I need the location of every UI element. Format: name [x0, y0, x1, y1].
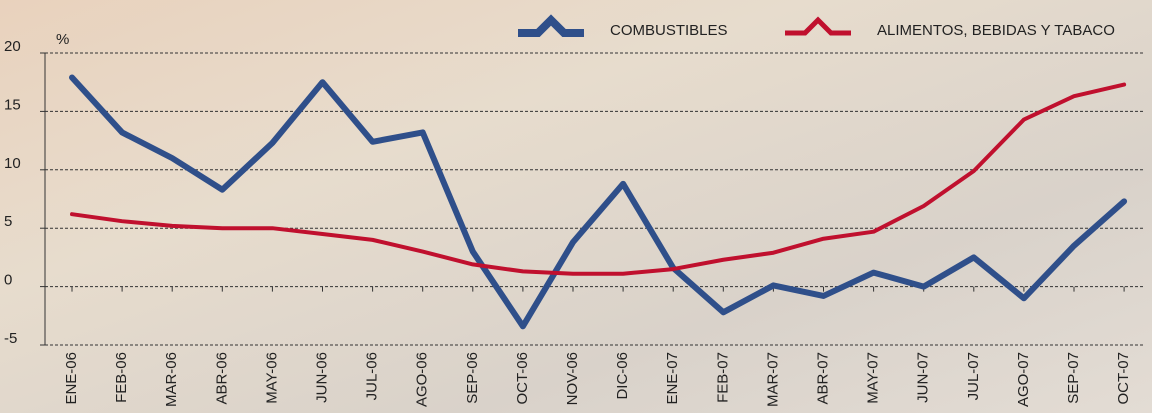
- x-tick-label: ABR-06: [213, 352, 230, 405]
- x-tick-label: JUL-07: [965, 352, 982, 400]
- y-tick-label: 5: [4, 213, 12, 230]
- x-tick-label: DIC-06: [614, 352, 631, 400]
- x-tick-label: ABR-07: [814, 352, 831, 405]
- x-tick-label: SEP-06: [464, 352, 481, 404]
- x-tick-label: JUN-07: [915, 352, 932, 403]
- x-tick-label: NOV-06: [564, 352, 581, 405]
- x-tick-label: OCT-06: [514, 352, 531, 405]
- y-tick-label: 10: [4, 155, 21, 172]
- line-series: [70, 82, 1127, 276]
- x-tick-label: OCT-07: [1115, 352, 1132, 405]
- legend: COMBUSTIBLES ALIMENTOS, BEBIDAS Y TABACO: [518, 14, 1115, 39]
- y-tick-label: 20: [4, 38, 21, 55]
- y-tick-label: -5: [4, 330, 17, 347]
- x-tick-label: JUN-06: [313, 352, 330, 403]
- legend-label: ALIMENTOS, BEBIDAS Y TABACO: [877, 22, 1115, 39]
- x-tick-label: JUL-06: [364, 352, 381, 400]
- x-tick-label: FEB-07: [714, 352, 731, 403]
- x-tick-label: MAY-06: [263, 352, 280, 404]
- x-tick-label: FEB-06: [113, 352, 130, 403]
- x-tick-label: AGO-06: [414, 352, 431, 407]
- x-tick-label: MAY-07: [865, 352, 882, 404]
- legend-swatch: [785, 16, 851, 36]
- y-tick-label: 15: [4, 96, 21, 113]
- x-tick-label: AGO-07: [1015, 352, 1032, 407]
- y-axis-label: %: [56, 31, 69, 48]
- x-tick-label: ENE-07: [664, 352, 681, 405]
- legend-swatch: [518, 14, 584, 37]
- x-tick-label: MAR-06: [163, 352, 180, 407]
- x-tick-label: ENE-06: [63, 352, 80, 405]
- x-tick-label: SEP-07: [1065, 352, 1082, 404]
- line-series: [69, 74, 1128, 330]
- y-tick-label: 0: [4, 272, 12, 289]
- legend-label: COMBUSTIBLES: [610, 22, 728, 39]
- x-tick-label: MAR-07: [764, 352, 781, 407]
